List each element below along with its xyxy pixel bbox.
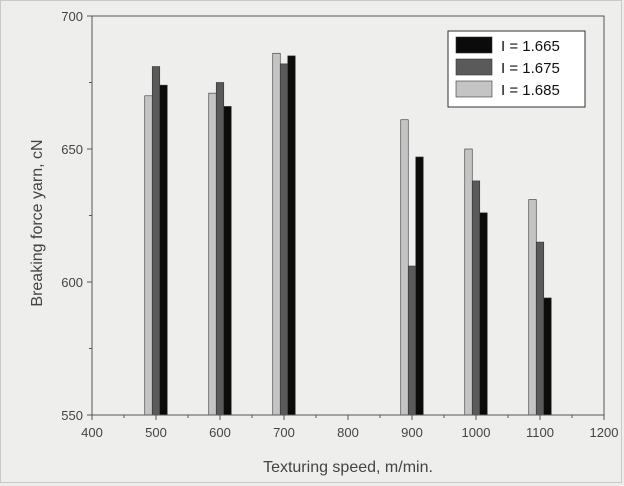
bar-500-1685 bbox=[144, 95, 153, 416]
y-tick-label-650: 650 bbox=[61, 142, 83, 157]
bar-900-1665 bbox=[415, 156, 424, 416]
x-tick-label-1200: 1200 bbox=[590, 425, 619, 440]
bar-1000-1685 bbox=[464, 148, 473, 416]
x-axis-title: Texturing speed, m/min. bbox=[263, 459, 433, 476]
bar-1000-1665 bbox=[479, 212, 488, 416]
legend-label-1665: I = 1.665 bbox=[501, 38, 560, 55]
bar-500-1665 bbox=[159, 84, 168, 416]
x-tick-label-900: 900 bbox=[401, 425, 423, 440]
x-tick-label-400: 400 bbox=[81, 425, 103, 440]
bar-900-1675 bbox=[407, 265, 417, 416]
legend-swatch-1685 bbox=[455, 80, 493, 98]
legend-swatch-1675 bbox=[455, 58, 493, 76]
bar-1100-1675 bbox=[535, 241, 545, 416]
bar-600-1665 bbox=[223, 106, 232, 416]
bar-1000-1675 bbox=[471, 180, 481, 416]
bar-1100-1685 bbox=[528, 199, 537, 416]
y-tick-label-700: 700 bbox=[61, 9, 83, 24]
y-axis-title: Breaking force yarn, cN bbox=[29, 139, 46, 306]
x-tick-label-1000: 1000 bbox=[462, 425, 491, 440]
bars-group bbox=[144, 52, 552, 416]
legend: I = 1.665 I = 1.675 I = 1.685 bbox=[447, 30, 586, 108]
bar-600-1685 bbox=[208, 92, 217, 416]
x-tick-label-500: 500 bbox=[145, 425, 167, 440]
legend-label-1675: I = 1.675 bbox=[501, 60, 560, 77]
y-tick-label-550: 550 bbox=[61, 408, 83, 423]
legend-swatch-1665 bbox=[455, 36, 493, 54]
bar-900-1685 bbox=[400, 119, 409, 416]
bar-1100-1665 bbox=[543, 297, 552, 416]
legend-label-1685: I = 1.685 bbox=[501, 82, 560, 99]
x-tick-label-700: 700 bbox=[273, 425, 295, 440]
bar-700-1675 bbox=[279, 63, 289, 416]
bar-700-1665 bbox=[287, 55, 296, 416]
y-tick-label-600: 600 bbox=[61, 275, 83, 290]
bar-600-1675 bbox=[215, 82, 225, 416]
x-tick-label-1100: 1100 bbox=[526, 425, 554, 440]
ticks-group: 400 500 600 700 800 900 1000 1100 1200 550 600 650 7… bbox=[61, 9, 618, 440]
x-tick-label-800: 800 bbox=[337, 425, 359, 440]
bar-700-1685 bbox=[272, 52, 281, 416]
x-tick-label-600: 600 bbox=[209, 425, 231, 440]
bar-500-1675 bbox=[151, 66, 161, 416]
